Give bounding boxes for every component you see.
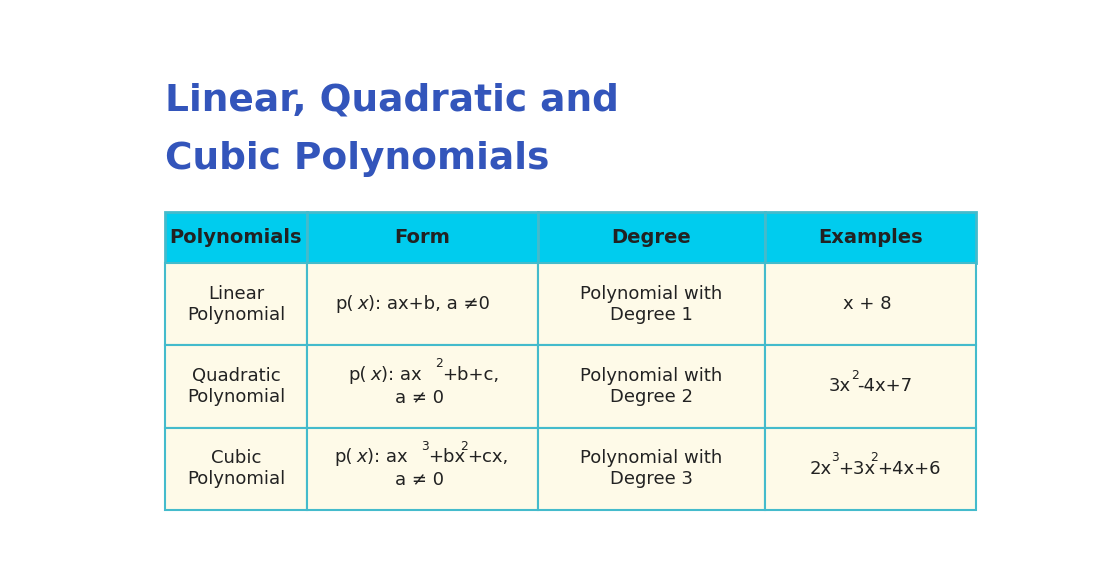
Text: p(: p( xyxy=(336,295,354,313)
Text: 2: 2 xyxy=(435,357,443,370)
Text: x: x xyxy=(371,366,381,384)
FancyBboxPatch shape xyxy=(538,263,765,345)
Text: x: x xyxy=(356,448,366,466)
Text: 2: 2 xyxy=(870,451,878,464)
Text: Cubic
Polynomial: Cubic Polynomial xyxy=(187,450,285,488)
Text: +3x: +3x xyxy=(838,460,875,478)
Text: 3: 3 xyxy=(421,440,429,453)
Text: +b+c,: +b+c, xyxy=(442,366,500,384)
Text: Polynomial with
Degree 2: Polynomial with Degree 2 xyxy=(580,367,722,406)
Text: Polynomial with
Degree 3: Polynomial with Degree 3 xyxy=(580,450,722,488)
Text: 3x: 3x xyxy=(829,377,851,395)
Text: ): ax+b, a ≠0: ): ax+b, a ≠0 xyxy=(368,295,490,313)
Text: a ≠ 0: a ≠ 0 xyxy=(395,389,444,407)
Text: +bx: +bx xyxy=(427,448,465,466)
FancyBboxPatch shape xyxy=(538,345,765,428)
Text: p(: p( xyxy=(348,366,367,384)
Text: x + 8: x + 8 xyxy=(844,295,892,313)
FancyBboxPatch shape xyxy=(765,428,976,510)
FancyBboxPatch shape xyxy=(538,428,765,510)
FancyBboxPatch shape xyxy=(538,212,765,263)
FancyBboxPatch shape xyxy=(765,212,976,263)
Text: 2: 2 xyxy=(850,369,858,382)
Text: ): ax: ): ax xyxy=(381,366,422,384)
Text: Form: Form xyxy=(394,228,451,247)
FancyBboxPatch shape xyxy=(765,345,976,428)
FancyBboxPatch shape xyxy=(165,345,307,428)
Text: Polynomials: Polynomials xyxy=(169,228,303,247)
FancyBboxPatch shape xyxy=(307,212,538,263)
Text: a ≠ 0: a ≠ 0 xyxy=(395,472,444,490)
Text: Cubic Polynomials: Cubic Polynomials xyxy=(165,140,550,176)
Text: p(: p( xyxy=(334,448,353,466)
Text: Examples: Examples xyxy=(818,228,923,247)
FancyBboxPatch shape xyxy=(165,428,307,510)
FancyBboxPatch shape xyxy=(165,212,307,263)
Text: ): ax: ): ax xyxy=(367,448,407,466)
Text: x: x xyxy=(357,295,368,313)
Text: Polynomial with
Degree 1: Polynomial with Degree 1 xyxy=(580,285,722,324)
FancyBboxPatch shape xyxy=(765,263,976,345)
Text: Quadratic
Polynomial: Quadratic Polynomial xyxy=(187,367,285,406)
Text: Linear, Quadratic and: Linear, Quadratic and xyxy=(165,83,619,118)
Text: 3: 3 xyxy=(831,451,839,464)
FancyBboxPatch shape xyxy=(307,428,538,510)
Text: Degree: Degree xyxy=(612,228,691,247)
FancyBboxPatch shape xyxy=(307,263,538,345)
Text: +cx,: +cx, xyxy=(467,448,509,466)
FancyBboxPatch shape xyxy=(165,263,307,345)
Text: -4x+7: -4x+7 xyxy=(857,377,913,395)
Text: 2: 2 xyxy=(461,440,469,453)
Text: 2x: 2x xyxy=(809,460,831,478)
Text: +4x+6: +4x+6 xyxy=(877,460,940,478)
Text: Linear
Polynomial: Linear Polynomial xyxy=(187,285,285,324)
FancyBboxPatch shape xyxy=(307,345,538,428)
